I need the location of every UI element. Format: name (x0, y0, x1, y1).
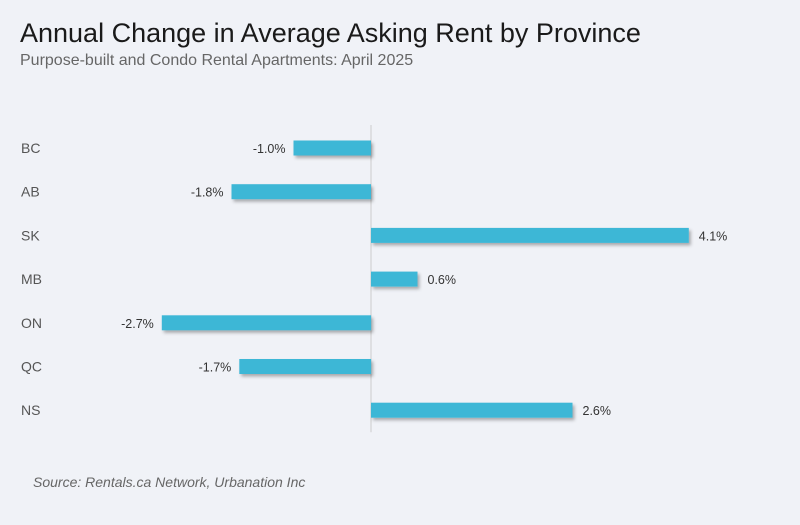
category-label-ab: AB (21, 184, 40, 200)
bar-qc (239, 359, 372, 374)
bar-on (161, 315, 372, 331)
chart-subtitle: Purpose-built and Condo Rental Apartment… (20, 52, 414, 69)
value-label-qc: -1.7% (199, 361, 232, 375)
chart-source: Source: Rentals.ca Network, Urbanation I… (33, 474, 306, 490)
category-label-mb: MB (21, 271, 42, 287)
value-label-ns: 2.6% (583, 404, 612, 418)
category-label-sk: SK (21, 227, 40, 243)
category-label-qc: QC (21, 359, 42, 375)
bar-mb (371, 271, 418, 287)
bar-ab (231, 184, 371, 200)
bar-ns (371, 402, 573, 418)
category-label-bc: BC (21, 140, 40, 156)
bar-bc (293, 140, 371, 156)
value-label-on: -2.7% (121, 317, 154, 331)
chart-title: Annual Change in Average Asking Rent by … (20, 18, 641, 48)
value-label-ab: -1.8% (191, 186, 224, 200)
category-label-on: ON (21, 315, 42, 331)
value-label-mb: 0.6% (428, 273, 457, 287)
value-label-bc: -1.0% (253, 142, 286, 156)
bar-sk (371, 227, 689, 243)
category-label-ns: NS (21, 402, 40, 418)
value-label-sk: 4.1% (699, 229, 728, 243)
